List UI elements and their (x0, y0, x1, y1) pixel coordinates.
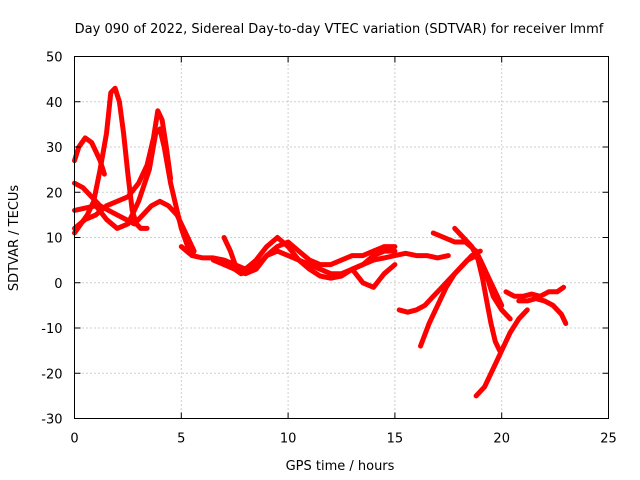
y-tick-label: 20 (46, 186, 63, 201)
plot-area (72, 85, 569, 399)
grid (74, 56, 609, 419)
series-line-5 (72, 108, 174, 231)
y-tick-label: 50 (46, 51, 63, 66)
x-tick-label: 10 (280, 432, 297, 447)
x-axis-label: GPS time / hours (286, 459, 395, 474)
y-tick-label: 40 (46, 96, 63, 111)
series-line-3 (72, 180, 197, 254)
x-tick-label: 25 (600, 432, 617, 447)
series-line-9 (349, 262, 398, 290)
y-tick-label: -30 (41, 413, 62, 428)
axis-ticks: 0 5 10 15 20 25 -30 -20 -10 0 10 20 30 40 50 (41, 51, 617, 447)
x-tick-label: 20 (493, 432, 510, 447)
x-tick-label: 0 (70, 432, 78, 447)
series-line-6 (178, 235, 451, 277)
series-line-14 (473, 307, 530, 399)
series-line-11 (418, 248, 483, 349)
series-line-15 (503, 284, 567, 299)
y-tick-label: -10 (41, 322, 62, 337)
y-tick-label: -20 (41, 367, 62, 382)
series-line-1 (72, 85, 150, 236)
y-tick-label: 30 (46, 141, 63, 156)
x-tick-label: 5 (177, 432, 185, 447)
y-axis-label: SDTVAR / TECUs (7, 185, 22, 292)
chart-title: Day 090 of 2022, Sidereal Day-to-day VTE… (75, 22, 604, 37)
y-tick-label: 10 (46, 232, 63, 247)
series-line-13 (452, 225, 503, 354)
x-tick-label: 15 (387, 432, 404, 447)
y-tick-label: 0 (54, 277, 62, 292)
series-line-8 (221, 235, 398, 277)
series-line-16 (516, 296, 569, 326)
